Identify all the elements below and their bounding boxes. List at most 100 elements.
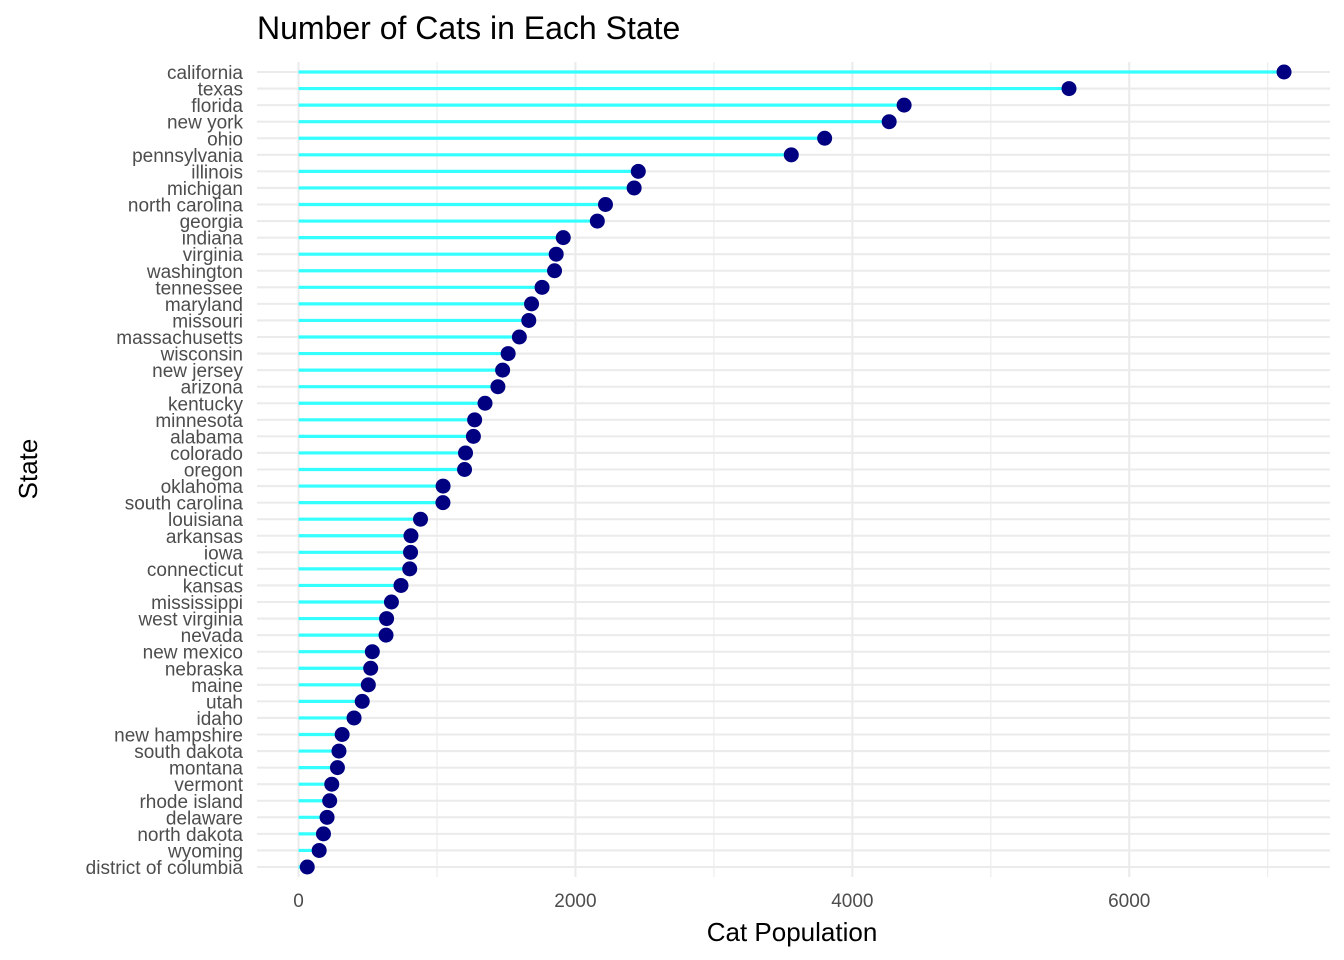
point-west-virginia (379, 611, 395, 627)
point-new-york (881, 114, 897, 130)
point-idaho (346, 710, 362, 726)
point-kansas (393, 577, 409, 593)
y-tick-label: california (167, 63, 243, 84)
y-tick-label: arizona (181, 378, 244, 399)
point-maryland (524, 296, 540, 312)
point-missouri (521, 312, 537, 328)
point-tennessee (534, 279, 550, 295)
point-district-of-columbia (299, 859, 315, 875)
point-nevada (378, 627, 394, 643)
y-tick-label: maryland (165, 295, 243, 316)
x-tick-label: 0 (293, 891, 304, 912)
y-tick-label: ohio (207, 129, 243, 150)
point-colorado (458, 445, 474, 461)
y-tick-label: missouri (172, 311, 243, 332)
point-new-mexico (364, 644, 380, 660)
point-north-dakota (315, 826, 331, 842)
y-tick-label: illinois (191, 162, 243, 183)
y-tick-label: florida (191, 96, 243, 117)
stems (298, 70, 1285, 869)
y-tick-label: idaho (197, 709, 244, 730)
point-maine (360, 677, 376, 693)
point-michigan (626, 180, 642, 196)
y-tick-label: colorado (170, 444, 243, 465)
point-connecticut (402, 561, 418, 577)
point-georgia (589, 213, 605, 229)
point-minnesota (467, 412, 483, 428)
point-delaware (319, 809, 335, 825)
y-tick-label: vermont (174, 775, 243, 796)
point-virginia (548, 246, 564, 262)
y-tick-label: utah (206, 692, 243, 713)
point-pennsylvania (783, 147, 799, 163)
y-tick-label: rhode island (139, 792, 243, 813)
y-tick-label: minnesota (155, 411, 243, 432)
x-tick-labels: 0 2000 4000 6000 (293, 891, 1150, 912)
y-tick-label: arkansas (166, 527, 243, 548)
x-tick-label: 4000 (831, 891, 873, 912)
point-north-carolina (597, 197, 613, 212)
point-vermont (324, 776, 340, 792)
y-tick-label: virginia (183, 245, 244, 266)
y-tick-label: connecticut (147, 560, 244, 581)
y-tick-label: maine (191, 676, 243, 697)
y-tick-label: massachusetts (116, 328, 243, 349)
point-california (1276, 64, 1292, 80)
y-tick-label: wisconsin (160, 345, 243, 366)
y-tick-label: district of columbia (86, 858, 244, 879)
y-tick-label: west virginia (137, 610, 243, 631)
y-tick-label: louisiana (168, 510, 243, 531)
point-iowa (403, 544, 419, 560)
point-oregon (457, 462, 473, 477)
y-tick-label: oregon (184, 461, 243, 482)
chart-title: Number of Cats in Each State (257, 10, 680, 46)
y-tick-label: michigan (167, 179, 243, 200)
x-tick-label: 6000 (1108, 891, 1150, 912)
point-texas (1061, 81, 1077, 97)
x-tick-label: 2000 (554, 891, 596, 912)
y-axis-title: State (13, 439, 43, 500)
y-tick-label: tennessee (155, 278, 243, 299)
x-axis-title: Cat Population (707, 917, 878, 947)
point-illinois (630, 163, 646, 179)
point-utah (354, 693, 370, 709)
points (299, 64, 1292, 875)
y-tick-label: new york (167, 113, 244, 134)
point-wyoming (311, 842, 327, 858)
point-massachusetts (511, 329, 527, 345)
y-tick-label: wyoming (167, 841, 243, 862)
point-louisiana (413, 511, 429, 527)
y-tick-label: nevada (181, 626, 244, 647)
y-tick-label: delaware (166, 808, 243, 829)
point-kentucky (477, 395, 493, 411)
y-tick-label: north carolina (128, 196, 244, 217)
point-montana (329, 760, 345, 776)
y-tick-label: oklahoma (161, 477, 244, 498)
y-tick-label: north dakota (137, 825, 243, 846)
point-south-carolina (435, 495, 451, 511)
y-tick-label: kentucky (168, 394, 243, 415)
y-tick-label: pennsylvania (132, 146, 243, 167)
point-new-jersey (495, 362, 511, 378)
y-tick-label: texas (198, 80, 243, 101)
point-wisconsin (500, 346, 516, 362)
point-mississippi (383, 594, 399, 610)
point-nebraska (363, 660, 379, 676)
point-oklahoma (435, 478, 451, 494)
y-tick-label: south dakota (134, 742, 243, 763)
point-arizona (490, 379, 506, 395)
y-tick-label: new hampshire (114, 726, 243, 747)
point-arkansas (403, 528, 419, 544)
y-tick-label: iowa (204, 543, 244, 564)
y-tick-label: south carolina (125, 494, 244, 515)
point-south-dakota (331, 743, 347, 759)
point-indiana (555, 230, 571, 246)
y-tick-label: new jersey (152, 361, 243, 382)
y-tick-label: new mexico (143, 643, 243, 664)
y-tick-label: mississippi (151, 593, 243, 614)
point-ohio (817, 130, 833, 146)
point-washington (547, 263, 563, 279)
y-tick-label: montana (169, 759, 243, 780)
